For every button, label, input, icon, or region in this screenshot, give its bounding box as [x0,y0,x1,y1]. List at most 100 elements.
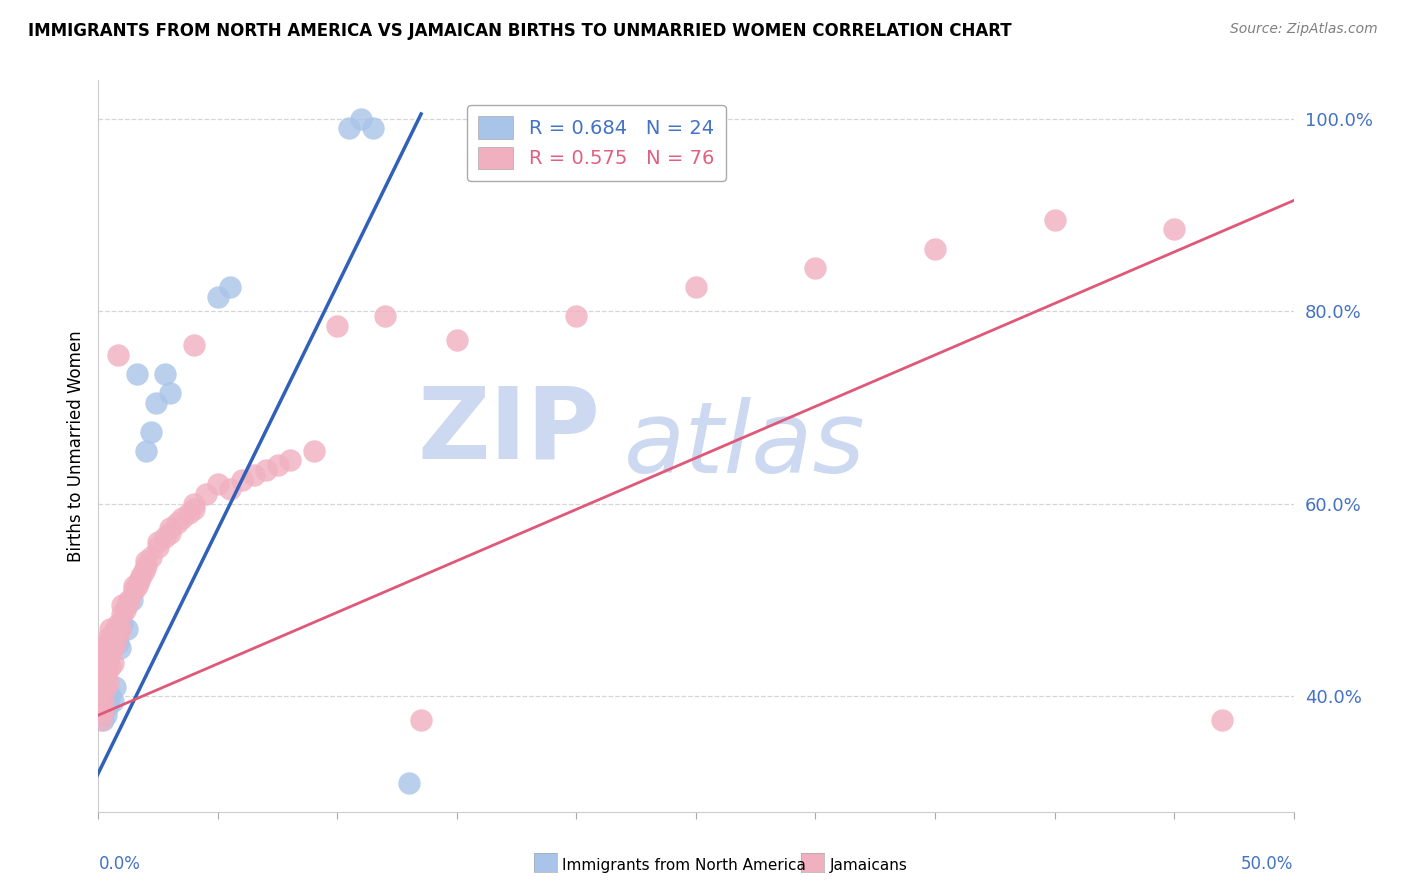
Point [104,636,127,650]
Point [685,280,707,294]
Point [131,569,153,583]
Text: Source: ZipAtlas.com: Source: ZipAtlas.com [1230,22,1378,37]
Point [172,511,194,525]
Point [219,280,242,294]
Text: 0.0%: 0.0% [98,855,141,873]
Point [135,559,157,574]
Point [183,497,205,511]
Point [90,684,112,698]
Point [446,333,468,347]
Point [302,443,325,458]
Point [94,680,117,694]
Point [97,698,120,713]
Point [1043,212,1066,227]
Point [924,242,946,256]
Point [121,593,143,607]
Point [91,660,114,674]
Point [166,516,188,530]
Point [90,704,112,718]
Y-axis label: Births to Unmarried Women: Births to Unmarried Women [66,330,84,562]
Point [398,776,420,790]
Point [374,309,396,323]
Point [179,507,201,521]
Point [97,674,120,689]
Text: 50.0%: 50.0% [1241,855,1294,873]
Point [565,309,588,323]
Point [243,467,266,482]
Point [267,458,290,473]
Point [98,636,122,650]
Point [91,714,114,728]
Point [804,260,827,275]
Point [135,554,157,568]
Point [91,694,114,708]
Point [94,641,117,656]
Point [90,690,112,704]
Point [94,665,117,680]
Point [125,367,148,381]
Point [139,425,162,439]
Point [124,578,146,592]
Point [101,641,124,656]
Point [155,530,177,544]
Legend: R = 0.684   N = 24, R = 0.575   N = 76: R = 0.684 N = 24, R = 0.575 N = 76 [467,104,725,181]
Point [132,564,155,578]
Point [97,632,120,646]
Point [94,708,117,723]
Point [101,694,124,708]
Point [219,483,242,497]
Point [159,386,181,401]
Point [98,622,122,636]
Point [326,318,349,333]
Point [98,646,122,660]
Point [363,121,385,136]
Point [115,598,138,612]
Point [207,290,229,304]
Point [97,650,120,665]
Point [98,690,122,704]
Point [97,636,120,650]
Point [125,578,148,592]
Point [145,395,167,409]
Point [207,477,229,491]
Point [1211,714,1233,728]
Text: IMMIGRANTS FROM NORTH AMERICA VS JAMAICAN BIRTHS TO UNMARRIED WOMEN CORRELATION : IMMIGRANTS FROM NORTH AMERICA VS JAMAICA… [28,22,1012,40]
Point [124,583,146,598]
Point [90,714,112,728]
Point [94,650,117,665]
Point [101,656,124,670]
Point [1163,222,1185,236]
Point [114,602,136,616]
Point [107,347,129,362]
Point [108,641,131,656]
Point [107,617,129,632]
Point [128,574,150,588]
Point [111,598,134,612]
Point [159,521,181,535]
Point [107,626,129,640]
Point [411,714,433,728]
Point [111,607,134,622]
Point [339,121,361,136]
Point [90,704,112,718]
Point [104,680,127,694]
Point [278,453,301,467]
Point [231,473,253,487]
Point [115,622,138,636]
Text: atlas: atlas [624,398,866,494]
Text: ZIP: ZIP [418,383,600,480]
Point [155,367,177,381]
Text: Jamaicans: Jamaicans [830,858,907,872]
Point [91,680,114,694]
Point [183,338,205,352]
Point [254,463,277,477]
Text: Immigrants from North America: Immigrants from North America [562,858,806,872]
Point [98,660,122,674]
Point [90,674,112,689]
Point [91,670,114,684]
Point [91,704,114,718]
Point [107,636,129,650]
Point [350,112,373,126]
Point [108,622,131,636]
Point [139,549,162,564]
